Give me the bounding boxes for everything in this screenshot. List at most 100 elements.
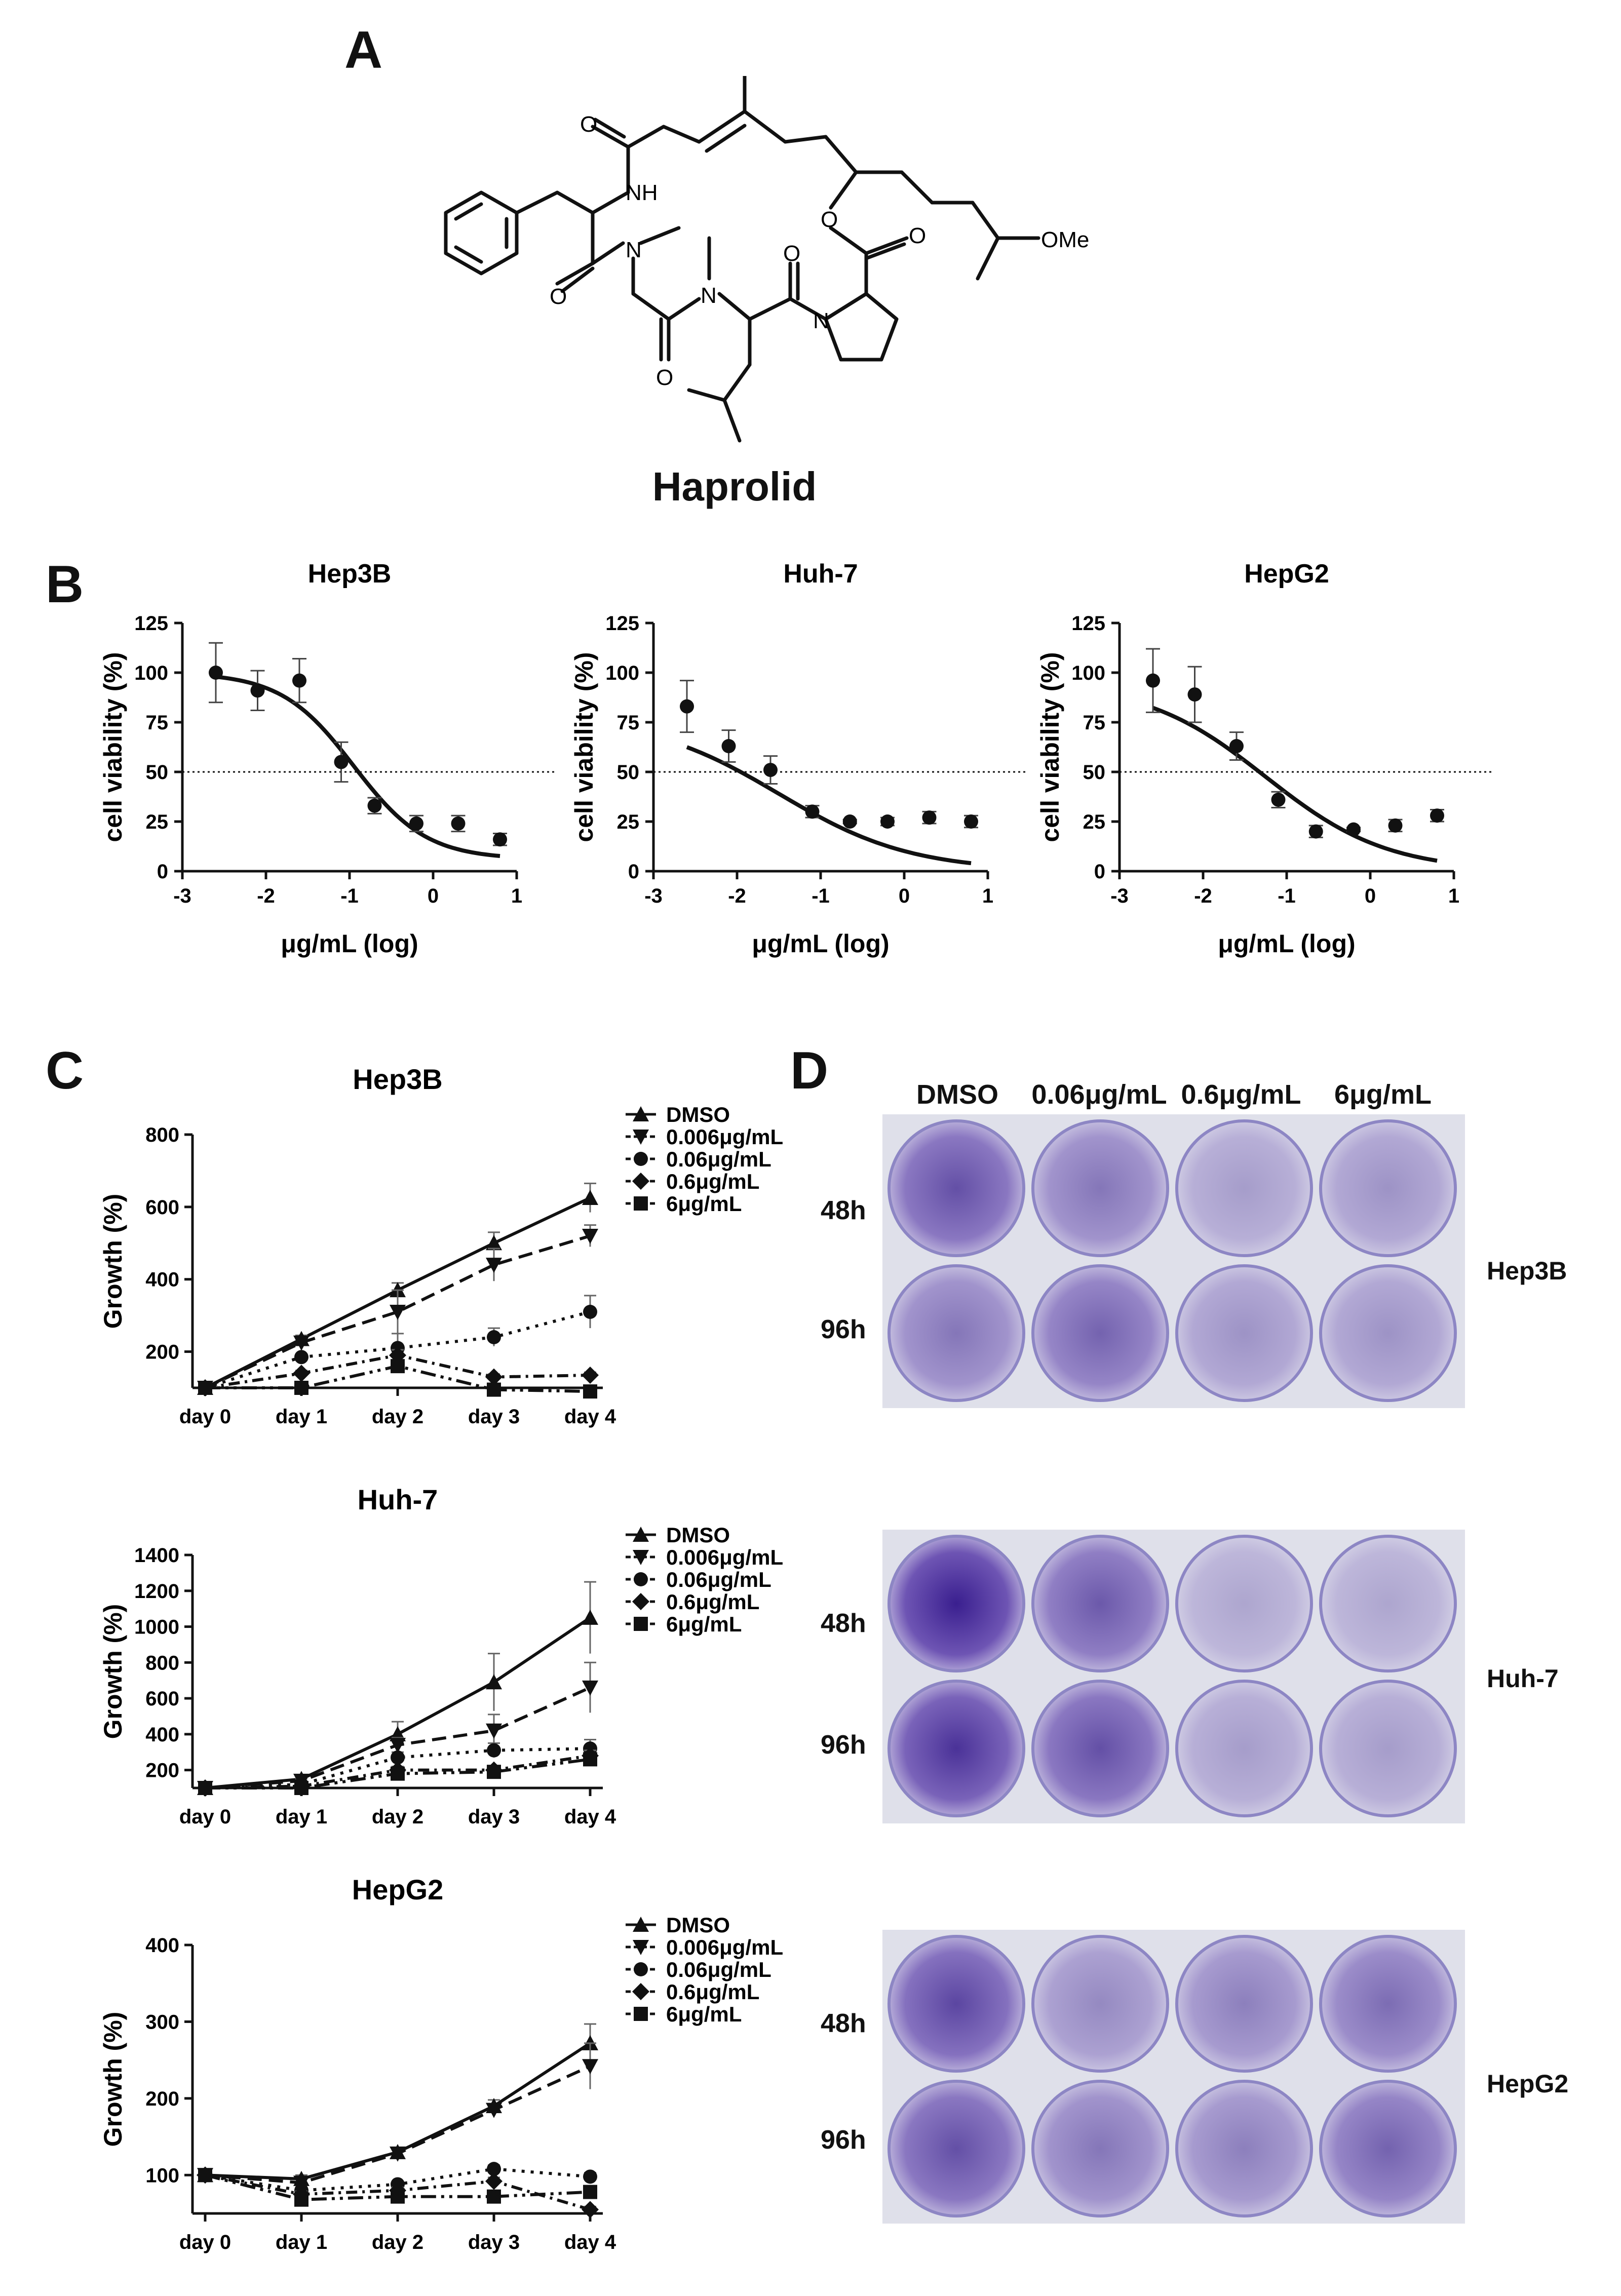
carbonyl-o-label-1: O [580,112,597,137]
data-point [209,666,223,680]
data-point [842,814,857,829]
legend-label: 0.006μg/mL [666,1545,783,1569]
cell-line-label-huh7: Huh-7 [1487,1664,1559,1693]
legend-label: 6μg/mL [666,1192,742,1216]
x-tick-label: -2 [728,885,746,907]
sarcosine-n-label: N [626,238,642,262]
y-tick-label: 800 [145,1124,179,1146]
row-label-hepg2-96h: 96h [821,2125,866,2155]
x-tick-label: -1 [812,885,830,907]
data-point [633,1940,649,1955]
dish [1175,1680,1313,1817]
data-point [391,2189,405,2204]
carbonyl-o-label-3: O [783,241,800,266]
data-point [390,1738,406,1754]
x-axis-label: μg/mL (log) [281,929,418,958]
dish [1031,1680,1169,1817]
fit-curve [686,745,972,866]
dish [887,2080,1025,2217]
data-point [680,699,694,714]
data-point [632,1593,649,1610]
data-point [582,1609,598,1625]
data-point [485,2172,503,2190]
y-tick-label: 400 [145,1934,179,1957]
carbonyl-o-label-5: O [550,284,567,309]
data-point [582,1367,599,1384]
y-tick-label: 1200 [134,1580,179,1603]
legend-label: DMSO [666,1103,730,1126]
legend-label: 0.06μg/mL [666,1568,771,1591]
data-point [334,755,349,769]
data-point [721,739,736,754]
dish [887,1119,1025,1257]
y-tick-label: 800 [145,1652,179,1674]
data-point [451,816,466,831]
legend-label: 0.06μg/mL [666,1958,771,1981]
data-point [367,798,382,813]
legend-label: DMSO [666,1913,730,1937]
x-tick-label: 1 [1448,885,1459,907]
data-point [1346,822,1361,837]
legend-label: DMSO [666,1523,730,1547]
data-point [1430,808,1444,823]
data-point [633,1527,649,1542]
data-point [634,2007,648,2021]
data-point [487,2189,501,2204]
column-label-0-06: 0.06μg/mL [1031,1079,1167,1110]
legend-label: 0.6μg/mL [666,1590,759,1614]
x-tick-label: day 1 [276,1806,327,1828]
panel-label-d: D [790,1041,829,1100]
y-tick-label: 400 [145,1724,179,1746]
growth-chart-hepg2: HepG2 100 200 300 400 day 0 day 1 day 2 day 3 day… [99,1874,783,2253]
y-axis-label: Growth (%) [99,1194,127,1329]
y-tick-label: 0 [1094,861,1105,883]
y-tick-label: 125 [134,612,168,635]
data-point [486,1258,502,1273]
dish [1031,1935,1169,2073]
x-tick-label: day 4 [564,1406,616,1428]
x-tick-label: day 0 [179,1406,231,1428]
y-axis-label: cell viability (%) [99,652,127,842]
x-tick-label: -1 [340,885,359,907]
cell-line-label-hepg2: HepG2 [1487,2070,1569,2098]
y-tick-label: 600 [145,1688,179,1710]
data-point [487,1382,501,1397]
row-label-huh7-96h: 96h [821,1730,866,1760]
data-point [293,1335,310,1351]
data-point [294,1350,308,1365]
viability-chart-hepg2: HepG2 0 25 50 75 100 125 -3 -2 -1 0 1 μg/mL (log) cel… [1036,559,1494,958]
chart-title: Hep3B [308,559,392,589]
y-tick-label: 75 [146,712,169,734]
dish [1175,1935,1313,2073]
x-tick-label: -3 [644,885,663,907]
x-axis-label: μg/mL (log) [1218,929,1355,958]
y-tick-label: 200 [145,1760,179,1782]
data-point [487,2162,501,2176]
y-axis-label: Growth (%) [99,2012,127,2147]
chart-title: Hep3B [353,1063,442,1095]
dish [1319,2080,1457,2217]
plate-hep3b [882,1114,1465,1408]
data-point [763,763,778,777]
data-point [583,2185,597,2199]
data-point [583,1305,597,1319]
data-point [922,810,937,825]
x-tick-label: day 2 [372,1806,423,1828]
y-tick-label: 1400 [134,1544,179,1567]
x-tick-label: day 2 [372,1406,423,1428]
y-tick-label: 100 [1071,662,1105,684]
y-tick-label: 400 [145,1269,179,1291]
column-label-6: 6μg/mL [1334,1079,1432,1110]
data-point [583,2169,597,2184]
x-tick-label: day 3 [468,2231,520,2253]
y-tick-label: 125 [1071,612,1105,635]
data-point [198,1381,212,1395]
x-tick-label: 1 [511,885,522,907]
y-tick-label: 25 [617,811,640,833]
data-point [582,2201,599,2219]
data-point [294,1781,308,1795]
data-point [633,1550,649,1565]
data-point [485,1368,503,1386]
y-tick-label: 200 [145,1341,179,1364]
y-tick-label: 600 [145,1196,179,1219]
